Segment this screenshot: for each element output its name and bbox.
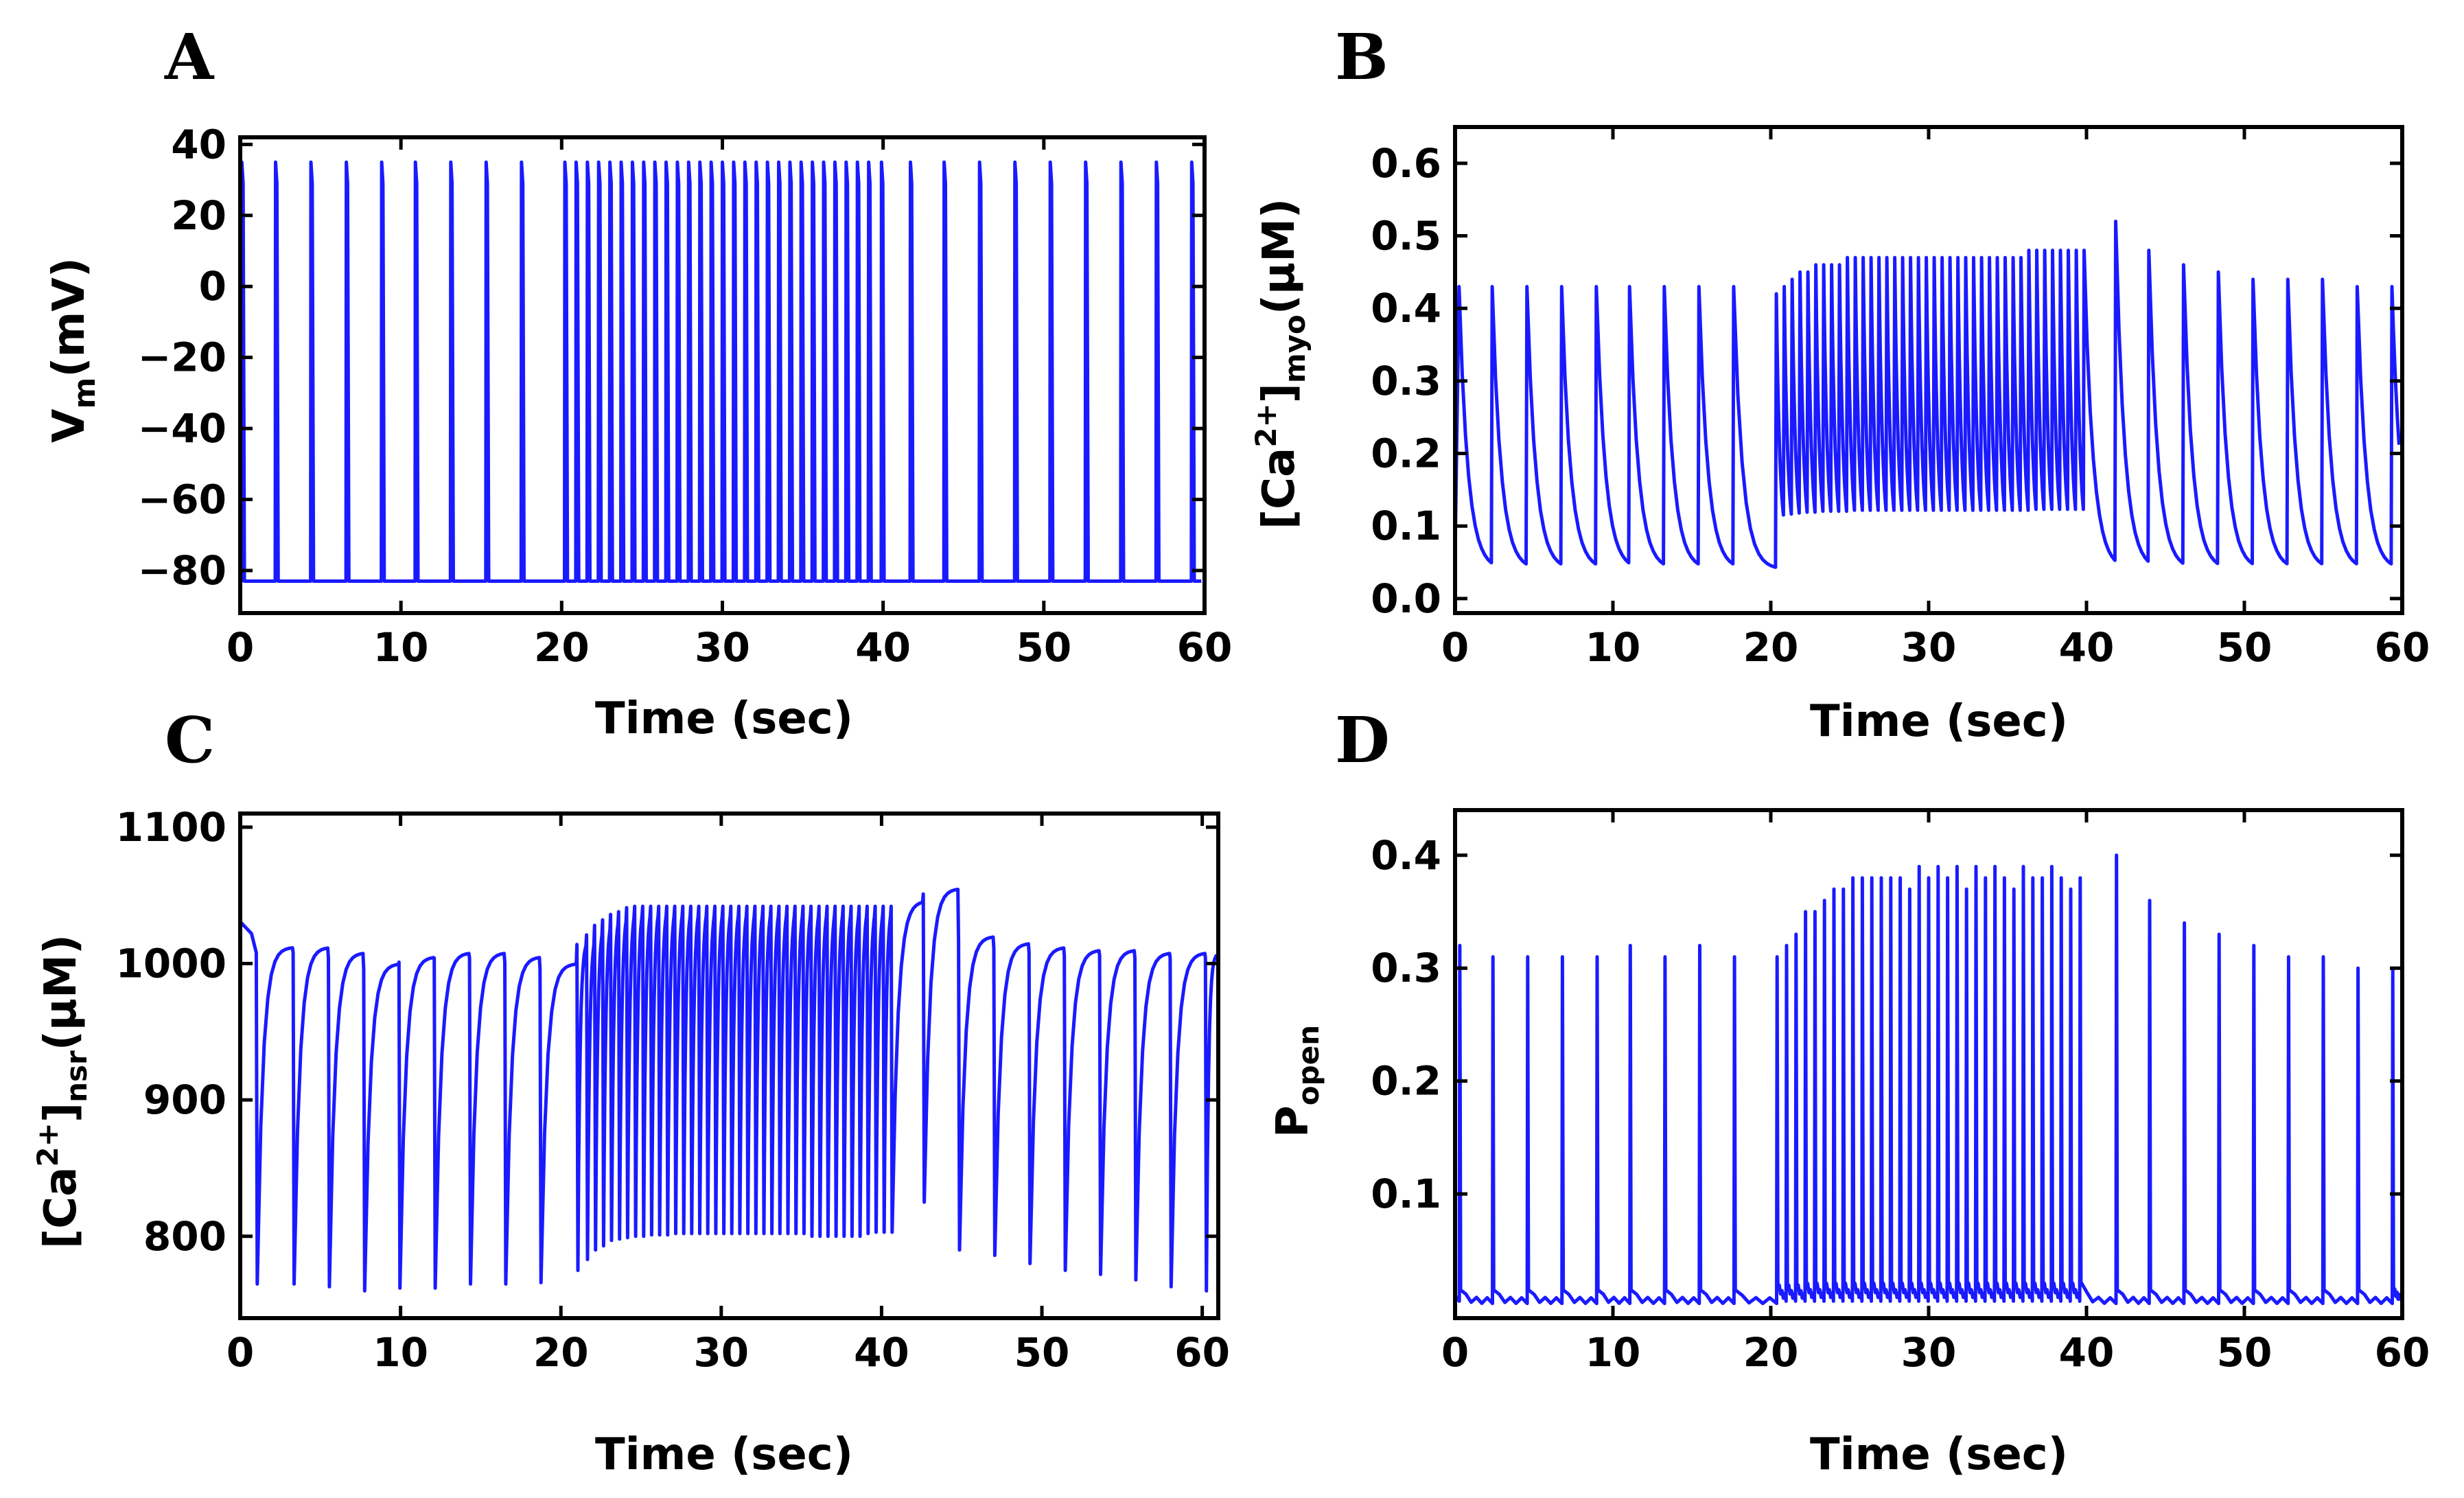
panel-a-trace [240,160,1202,583]
panel-b-letter: B [1335,20,1388,94]
panel-b-ytick-label: 0.1 [1371,503,1441,549]
panel-d-ylabel-main: P [1268,1105,1318,1138]
panel-d-xtick-label: 30 [1901,1329,1957,1376]
panel-a-xtick-label: 60 [1177,624,1233,671]
panel-d-xtick-label: 10 [1585,1329,1641,1376]
panel-b-ytick-label: 0.0 [1371,575,1441,622]
panel-b-xtick-label: 60 [2375,624,2430,671]
panel-b: B 0 10 20 30 40 50 60 0.0 0.1 0.2 0.3 0.4 0.5 0.6 Tim… [1249,20,2430,747]
panel-d-ylabel: Popen [1268,1025,1325,1138]
panel-d-plot: 0 10 20 30 40 50 60 0.1 0.2 0.3 0.4 [1371,808,2430,1376]
panel-b-ylabel-post: (μM) [1254,198,1305,314]
panel-a-xtick-label: 0 [226,624,254,671]
panel-c-ylabel-sub: nsr [60,1050,93,1103]
panel-c-letter: C [165,703,215,777]
panel-c-xtick-label: 0 [226,1329,254,1376]
panel-b-ylabel-sup: 2+ [1249,403,1283,447]
panel-c-xlabel: Time (sec) [595,1429,853,1480]
panel-d-xtick-label: 40 [2059,1329,2115,1376]
panel-c-ytick-label: 1100 [116,804,226,851]
panel-d-ytick-label: 0.1 [1371,1171,1441,1217]
panel-d-ylabel-sub: open [1292,1025,1325,1105]
panel-d-xtick-label: 0 [1441,1329,1469,1376]
panel-d-trace [1454,853,2402,1306]
panel-a-ytick-label: −80 [138,547,226,594]
panel-a-xtick-label: 40 [855,624,911,671]
panel-a-ytick-label: 40 [171,121,226,168]
panel-d-xtick-label: 60 [2375,1329,2430,1376]
panel-b-ylabel: [Ca2+]myo(μM) [1249,198,1312,529]
panel-c-xtick-label: 50 [1014,1329,1070,1376]
panel-c-ylabel-pre: [Ca [36,1167,86,1249]
panel-c-ylabel-mid: ] [36,1103,86,1122]
panel-b-ytick-label: 0.4 [1371,285,1441,332]
panel-c-axes-frame [238,811,1220,1320]
panel-d-xtick-label: 50 [2217,1329,2273,1376]
panel-b-xtick-label: 50 [2217,624,2273,671]
panel-a-xtick-label: 20 [534,624,590,671]
panel-d-xlabel: Time (sec) [1810,1429,2068,1480]
panel-a-xtick-label: 10 [373,624,429,671]
panel-b-trace [1453,219,2401,569]
panel-b-xtick-label: 0 [1441,624,1469,671]
panel-c-ylabel-post: (μM) [36,934,86,1050]
panel-c-ylabel-sup: 2+ [31,1122,65,1166]
panel-b-ytick-label: 0.5 [1371,213,1441,260]
panel-c-xtick-label: 30 [693,1329,749,1376]
panel-c: C 0 10 20 30 40 50 60 800 900 1000 1100 Time (sec)… [31,703,1230,1480]
panel-c-ylabel: [Ca2+]nsr(μM) [31,934,93,1249]
panel-d-letter: D [1335,703,1390,777]
panel-d-xtick-label: 20 [1743,1329,1799,1376]
panel-d: D 0 10 20 30 40 50 60 0.1 0.2 0.3 0.4 Time (sec) P… [1268,703,2430,1480]
panel-c-ytick-label: 1000 [116,941,226,987]
panel-b-xtick-label: 30 [1901,624,1957,671]
panel-a-ytick-label: −20 [138,334,226,381]
panel-a-ytick-label: 20 [171,192,226,239]
panel-c-xtick-label: 10 [373,1329,428,1376]
panel-c-xtick-label: 60 [1174,1329,1230,1376]
panel-a-ylabel: Vm(mV) [44,257,102,443]
panel-b-xlabel: Time (sec) [1810,696,2068,747]
panel-c-plot: 0 10 20 30 40 50 60 800 900 1000 1100 [116,804,1230,1376]
panel-a-xtick-label: 50 [1016,624,1071,671]
panel-a-ylabel-post: (mV) [44,257,95,378]
panel-a-ytick-label: 0 [199,263,226,310]
panel-b-xtick-label: 40 [2059,624,2115,671]
panel-b-ylabel-sub: myo [1278,314,1312,383]
panel-a: A 0 10 20 30 40 50 60 −80 −60 −40 −20 0 20 40 Time (s… [44,20,1232,744]
panel-a-xlabel: Time (sec) [595,693,853,744]
panel-b-ylabel-pre: [Ca [1254,448,1305,529]
panel-b-plot: 0 10 20 30 40 50 60 0.0 0.1 0.2 0.3 0.4 0.5 0.6 [1371,125,2430,671]
panel-c-trace [240,887,1218,1293]
panel-c-ytick-label: 800 [143,1213,226,1260]
panel-b-ylabel-mid: ] [1254,383,1305,403]
panel-c-xtick-label: 40 [854,1329,909,1376]
panel-d-ytick-label: 0.2 [1371,1058,1441,1105]
panel-c-ytick-label: 900 [143,1076,226,1123]
panel-c-xtick-label: 20 [533,1329,589,1376]
panel-a-ytick-label: −40 [138,405,226,452]
panel-d-ytick-label: 0.4 [1371,832,1441,879]
panel-b-xtick-label: 10 [1585,624,1641,671]
panel-b-ytick-label: 0.3 [1371,358,1441,404]
panel-a-ylabel-sub: m [67,378,102,409]
panel-a-ylabel-main: V [44,408,95,443]
panel-a-plot: 0 10 20 30 40 50 60 −80 −60 −40 −20 0 20 40 [138,121,1233,671]
panel-a-letter: A [164,20,215,94]
panel-d-ytick-label: 0.3 [1371,945,1441,991]
panel-a-xtick-label: 30 [695,624,750,671]
panel-a-ytick-label: −60 [138,476,226,523]
panel-b-xtick-label: 20 [1743,624,1799,671]
panel-b-ytick-label: 0.6 [1371,140,1441,187]
panel-b-ytick-label: 0.2 [1371,430,1441,477]
